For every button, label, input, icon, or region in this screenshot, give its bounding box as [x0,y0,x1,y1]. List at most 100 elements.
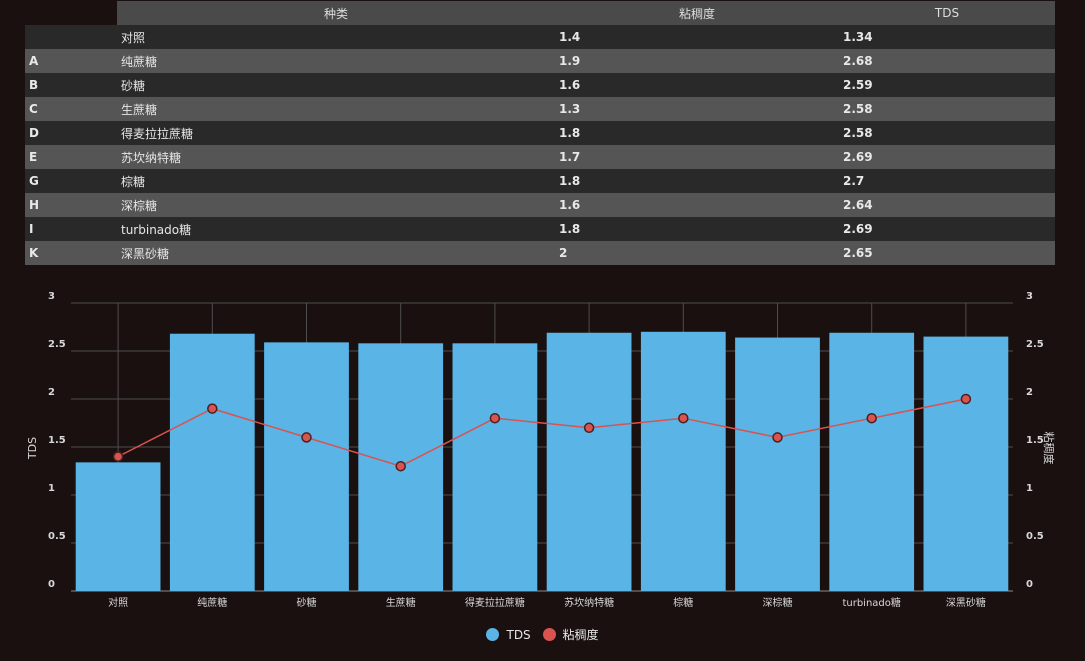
viscosity-cell: 1.8 [555,121,839,145]
bar-tds[interactable] [452,343,538,591]
table-row: B 砂糖 1.6 2.59 [25,73,1055,97]
sugar-name-cell: 深棕糖 [117,193,555,217]
sugar-name-cell: 苏坎纳特糖 [117,145,555,169]
sugar-name-cell: 对照 [117,25,555,49]
x-axis-tick-label: 纯蔗糖 [197,596,227,609]
tds-cell: 2.58 [839,121,1055,145]
viscosity-cell: 1.4 [555,25,839,49]
tds-cell: 2.69 [839,145,1055,169]
legend-swatch-tds [486,628,500,641]
bar-tds[interactable] [735,337,820,591]
left-axis-tick-label: 1 [48,483,55,494]
tds-cell: 2.65 [839,241,1055,265]
table-row: 对照 1.4 1.34 [25,25,1055,49]
sugar-name-cell: turbinado糖 [117,217,555,241]
sugar-name-cell: 得麦拉拉蔗糖 [117,121,555,145]
row-key-cell: B [25,73,117,97]
tds-cell: 2.58 [839,97,1055,121]
left-axis-tick-label: 3 [48,291,55,302]
left-axis-tick-label: 0 [48,579,55,590]
table-header-type[interactable]: 种类 [117,1,555,25]
x-axis-tick-label: 深棕糖 [763,596,793,609]
row-key-cell: C [25,97,117,121]
left-axis-title: TDS [26,437,39,460]
table-row: D 得麦拉拉蔗糖 1.8 2.58 [25,121,1055,145]
left-axis-tick-label: 1.5 [48,435,66,446]
legend-swatch-viscosity [542,628,556,641]
viscosity-cell: 1.7 [555,145,839,169]
tds-cell: 1.34 [839,25,1055,49]
point-viscosity[interactable] [772,432,783,443]
x-axis-tick-label: 砂糖 [297,596,317,609]
table-header-viscosity[interactable]: 粘稠度 [555,1,839,25]
tds-cell: 2.68 [839,49,1055,73]
right-axis-tick-label: 1.5 [1026,435,1044,446]
row-key-cell: A [25,49,117,73]
x-axis-tick-label: 深黑砂糖 [946,596,986,609]
x-axis-tick-label: 棕糖 [673,596,693,609]
bar-tds[interactable] [169,333,255,591]
legend-label-viscosity: 粘稠度 [562,628,599,642]
bar-tds[interactable] [640,331,726,591]
point-viscosity[interactable] [301,432,312,443]
viscosity-cell: 1.8 [555,169,839,193]
sugar-name-cell: 深黑砂糖 [117,241,555,265]
right-axis-tick-label: 2 [1026,387,1033,398]
bar-tds[interactable] [75,462,161,591]
table-row: K 深黑砂糖 2 2.65 [25,241,1055,265]
row-key-cell: E [25,145,117,169]
viscosity-cell: 2 [555,241,839,265]
row-key-cell: I [25,217,117,241]
viscosity-cell: 1.9 [555,49,839,73]
bar-tds[interactable] [829,332,915,591]
bar-tds[interactable] [546,332,632,591]
viscosity-cell: 1.6 [555,73,839,97]
table-body: 对照 1.4 1.34 A 纯蔗糖 1.9 2.68 B 砂糖 1.6 2.59 C 生蔗糖 1.3 2.5… [25,25,1055,265]
tds-cell: 2.64 [839,193,1055,217]
right-axis-tick-label: 1 [1026,483,1033,494]
left-axis-tick-label: 2 [48,387,55,398]
table-row: G 棕糖 1.8 2.7 [25,169,1055,193]
row-key-cell [25,25,117,49]
tds-cell: 2.59 [839,73,1055,97]
sugar-name-cell: 生蔗糖 [117,97,555,121]
table-header-tds[interactable]: TDS [839,1,1055,25]
sugar-name-cell: 砂糖 [117,73,555,97]
point-viscosity[interactable] [489,412,501,424]
legend-item-viscosity[interactable]: 粘稠度 [542,626,599,643]
table-header-row: 种类 粘稠度 TDS [25,1,1055,25]
point-viscosity[interactable] [112,451,124,462]
right-axis-tick-label: 0.5 [1026,531,1044,542]
x-axis-tick-label: 生蔗糖 [386,596,416,609]
legend-item-tds[interactable]: TDS [486,627,531,642]
legend-label-tds: TDS [506,627,531,642]
row-key-cell: K [25,241,117,265]
right-axis-title: 粘稠度 [1042,432,1056,465]
x-axis-tick-label: 苏坎纳特糖 [564,596,614,609]
point-viscosity[interactable] [960,393,972,405]
table-row: A 纯蔗糖 1.9 2.68 [25,49,1055,73]
sugar-name-cell: 纯蔗糖 [117,49,555,73]
viscosity-cell: 1.8 [555,217,839,241]
viscosity-cell: 1.6 [555,193,839,217]
bar-tds[interactable] [264,342,349,591]
point-viscosity[interactable] [583,422,595,434]
point-viscosity[interactable] [207,403,218,414]
tds-cell: 2.7 [839,169,1055,193]
left-axis-tick-label: 0.5 [48,531,66,542]
point-viscosity[interactable] [678,412,689,424]
point-viscosity[interactable] [395,460,406,472]
right-axis-tick-label: 2.5 [1026,339,1044,350]
x-axis-tick-label: 得麦拉拉蔗糖 [465,596,525,609]
point-viscosity[interactable] [866,412,877,424]
table-row: E 苏坎纳特糖 1.7 2.69 [25,145,1055,169]
bar-tds[interactable] [923,336,1009,591]
right-axis-tick-label: 3 [1026,291,1033,302]
x-axis-tick-label: 对照 [108,596,128,609]
line-viscosity [117,398,967,468]
row-key-cell: G [25,169,117,193]
row-key-cell: H [25,193,117,217]
data-table: 种类 粘稠度 TDS 对照 1.4 1.34 A 纯蔗糖 1.9 2.68 B 砂糖 1.6 2.5… [25,1,1055,265]
